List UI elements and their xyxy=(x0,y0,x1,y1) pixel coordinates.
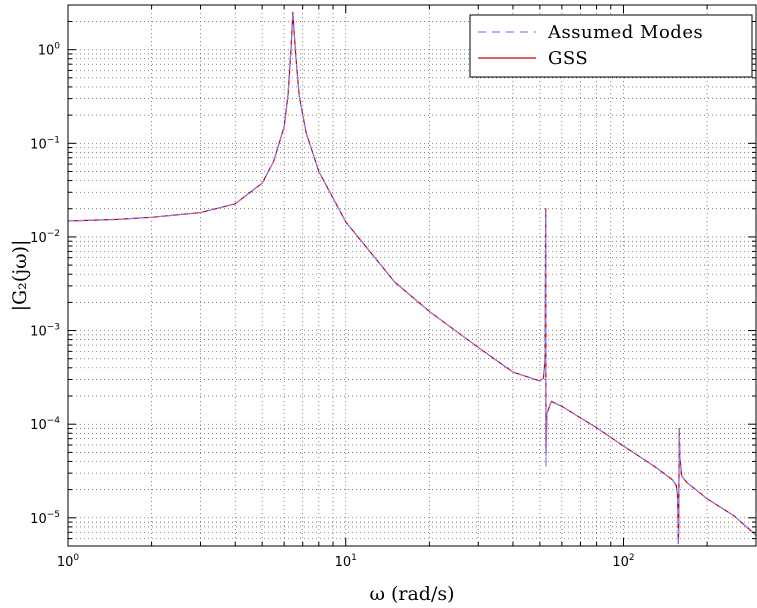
y-tick-label: 100 xyxy=(38,42,61,59)
series-line-gss xyxy=(67,11,757,545)
tick-labels: 100 101 102 10−5 10−4 10−3 10−2 10−1 100 xyxy=(30,42,634,570)
x-tick-label: 100 xyxy=(57,553,80,570)
y-tick-label: 10−2 xyxy=(30,229,60,246)
x-tick-label: 101 xyxy=(335,553,357,570)
legend: Assumed Modes GSS xyxy=(469,14,753,78)
legend-label-assumed-modes: Assumed Modes xyxy=(547,22,703,43)
legend-label-gss: GSS xyxy=(548,48,588,69)
y-tick-label: 10−1 xyxy=(30,135,60,152)
y-axis-label: |G₂(jω)| xyxy=(9,240,31,312)
y-tick-label: 10−5 xyxy=(30,510,60,527)
y-tick-label: 10−3 xyxy=(30,323,60,340)
grid xyxy=(68,5,756,546)
x-tick-label: 102 xyxy=(612,553,634,570)
x-axis-label: ω (rad/s) xyxy=(369,583,454,605)
axis-ticks xyxy=(67,4,757,546)
series-lines xyxy=(67,11,757,547)
plot-frame xyxy=(67,4,757,547)
legend-box xyxy=(469,14,753,78)
y-tick-label: 10−4 xyxy=(30,416,60,433)
